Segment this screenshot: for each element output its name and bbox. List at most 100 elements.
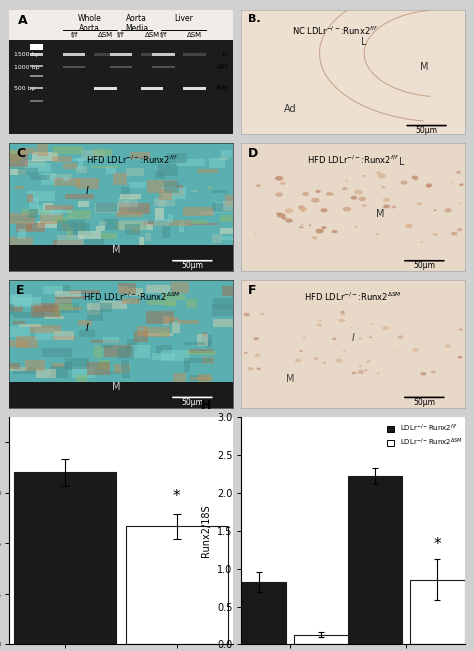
Bar [103, 337, 119, 343]
Circle shape [282, 217, 287, 219]
Bar [119, 203, 150, 214]
Circle shape [458, 328, 463, 331]
Bar [146, 233, 151, 242]
Bar [9, 40, 233, 134]
Bar [171, 283, 190, 294]
Circle shape [311, 236, 318, 240]
Bar [16, 223, 45, 232]
Text: E: E [16, 284, 25, 297]
Bar [162, 187, 185, 199]
Bar [213, 319, 241, 327]
Bar [172, 322, 180, 333]
Bar [146, 284, 170, 294]
Bar [94, 53, 117, 56]
Text: B.: B. [248, 14, 261, 23]
Bar [118, 283, 136, 294]
Bar [100, 233, 117, 239]
Bar [54, 178, 80, 186]
Bar [152, 66, 174, 68]
Bar [50, 366, 68, 378]
Bar [219, 157, 229, 160]
Circle shape [391, 206, 396, 208]
Text: 1500 bp: 1500 bp [14, 52, 39, 57]
Bar [87, 363, 109, 375]
Circle shape [298, 205, 305, 209]
Bar [232, 582, 286, 644]
Bar [93, 150, 112, 156]
Text: HFD LDLr$^{-/-}$:Runx2$^{ΔSM}$: HFD LDLr$^{-/-}$:Runx2$^{ΔSM}$ [83, 290, 181, 303]
Bar [25, 360, 46, 371]
Circle shape [248, 367, 254, 370]
Bar [78, 223, 84, 232]
Circle shape [321, 226, 327, 229]
Bar [163, 316, 169, 326]
Bar [122, 370, 130, 378]
Bar [0, 169, 27, 176]
Bar [161, 350, 189, 361]
Bar [167, 219, 191, 226]
Circle shape [431, 370, 436, 374]
Bar [7, 216, 36, 221]
Circle shape [285, 219, 293, 223]
Bar [9, 294, 32, 305]
Text: M: M [112, 245, 121, 255]
Bar [189, 376, 208, 381]
Bar [176, 159, 205, 167]
Bar [216, 202, 242, 213]
Circle shape [253, 337, 259, 340]
Bar [154, 219, 169, 227]
Bar [156, 344, 172, 355]
Circle shape [303, 337, 305, 339]
Text: 50μm: 50μm [416, 126, 438, 135]
Bar [31, 305, 60, 316]
Bar [52, 156, 73, 161]
Bar [184, 358, 213, 363]
Text: *: * [434, 537, 441, 552]
Bar [67, 210, 91, 219]
Bar [134, 331, 148, 342]
Bar [29, 100, 43, 102]
Text: f/f: f/f [160, 32, 167, 38]
Circle shape [350, 327, 352, 328]
Bar [202, 335, 212, 346]
Circle shape [311, 198, 319, 202]
Circle shape [277, 213, 285, 218]
Bar [37, 206, 62, 215]
Bar [197, 334, 208, 346]
Bar [30, 175, 50, 180]
Bar [165, 302, 175, 306]
Text: 50μm: 50μm [182, 262, 203, 270]
Bar [7, 367, 27, 370]
Circle shape [355, 227, 357, 228]
Bar [73, 158, 88, 161]
Bar [36, 144, 48, 156]
Bar [78, 201, 89, 207]
Bar [5, 150, 21, 163]
Bar [21, 148, 36, 154]
Text: I: I [86, 323, 89, 333]
Bar [208, 186, 212, 189]
Bar [29, 197, 39, 209]
Bar [110, 371, 121, 374]
Circle shape [415, 179, 417, 180]
Bar [155, 208, 164, 220]
Bar [168, 214, 173, 223]
Text: H: H [201, 399, 212, 412]
Bar [37, 221, 57, 228]
Bar [72, 367, 95, 378]
Circle shape [285, 208, 293, 214]
Bar [35, 328, 54, 340]
Bar [53, 206, 72, 213]
Circle shape [300, 207, 307, 211]
Circle shape [329, 193, 335, 196]
Circle shape [351, 196, 357, 200]
Circle shape [345, 180, 348, 182]
Bar [143, 221, 167, 227]
Bar [44, 203, 53, 213]
Bar [188, 223, 219, 225]
Circle shape [357, 370, 365, 374]
Circle shape [243, 312, 250, 316]
Circle shape [378, 173, 386, 178]
Bar [70, 290, 100, 294]
Bar [91, 303, 112, 312]
